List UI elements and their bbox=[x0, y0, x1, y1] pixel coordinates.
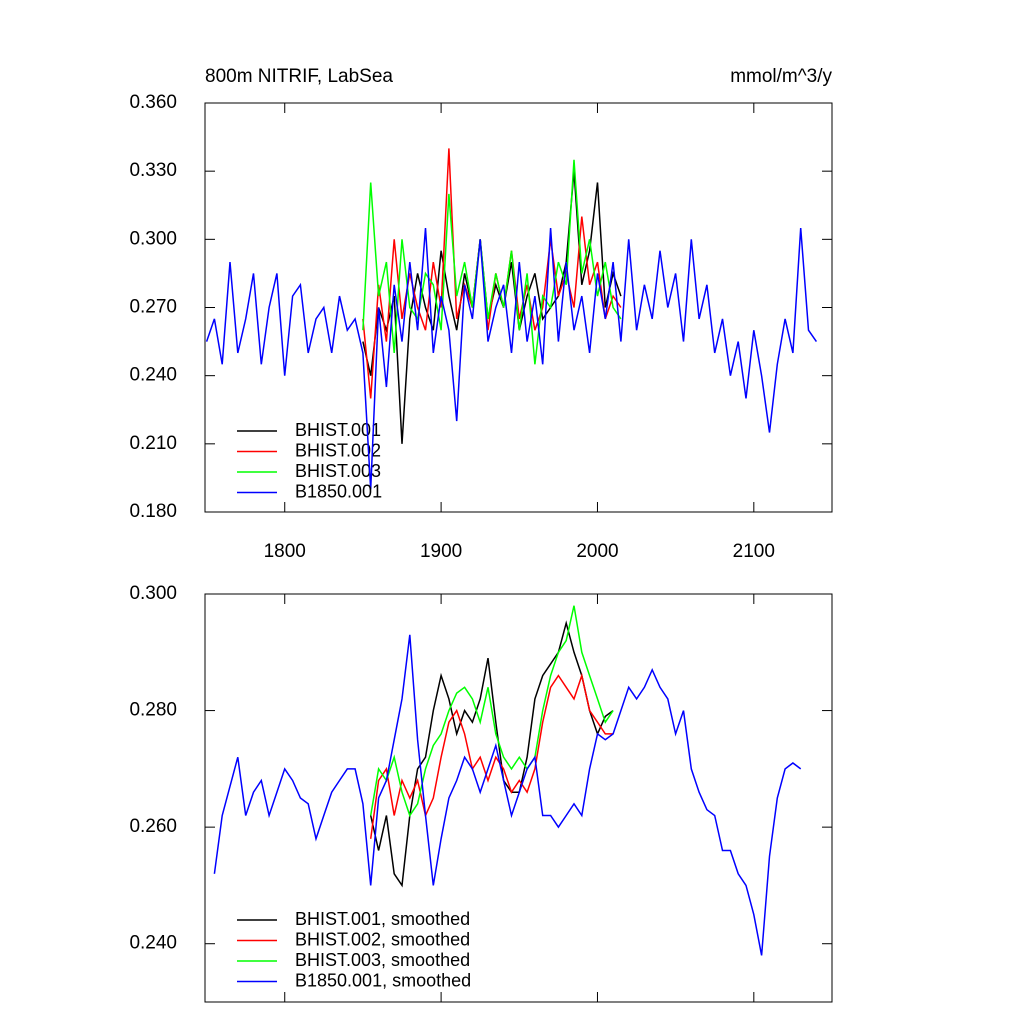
y-tick-label: 0.300 bbox=[129, 583, 177, 604]
legend-label: B1850.001 bbox=[295, 481, 382, 501]
legend-label: BHIST.003, smoothed bbox=[295, 950, 470, 970]
y-tick-label: 0.240 bbox=[129, 365, 177, 386]
y-tick-label: 0.210 bbox=[129, 433, 177, 454]
legend-label: BHIST.002 bbox=[295, 440, 381, 460]
x-tick-label: 2100 bbox=[733, 541, 775, 562]
x-tick-label: 1800 bbox=[264, 541, 306, 562]
series-line bbox=[213, 634, 802, 956]
y-tick-label: 0.260 bbox=[129, 816, 177, 837]
x-tick-label: 2000 bbox=[576, 541, 618, 562]
y-tick-label: 0.270 bbox=[129, 297, 177, 318]
legend-label: BHIST.002, smoothed bbox=[295, 929, 470, 949]
x-tick-label: 1900 bbox=[420, 541, 462, 562]
chart-title: 800m NITRIF, LabSea bbox=[205, 66, 393, 87]
series-line bbox=[369, 605, 614, 818]
series-line bbox=[369, 620, 614, 888]
y-tick-label: 0.300 bbox=[129, 228, 177, 249]
y-tick-label: 0.180 bbox=[129, 501, 177, 522]
series-line bbox=[362, 159, 622, 365]
series-line bbox=[205, 227, 818, 490]
legend-label: BHIST.001 bbox=[295, 420, 381, 440]
legend-label: BHIST.003 bbox=[295, 461, 381, 481]
y-tick-label: 0.330 bbox=[129, 160, 177, 181]
y-tick-label: 0.240 bbox=[129, 933, 177, 954]
y-tick-label: 0.280 bbox=[129, 700, 177, 721]
series-line bbox=[369, 672, 614, 839]
units-label: mmol/m^3/y bbox=[730, 66, 832, 87]
legend-label: BHIST.001, smoothed bbox=[295, 909, 470, 929]
legend-label: B1850.001, smoothed bbox=[295, 970, 471, 990]
y-tick-label: 0.360 bbox=[129, 92, 177, 113]
plot-frame bbox=[204, 593, 833, 1003]
